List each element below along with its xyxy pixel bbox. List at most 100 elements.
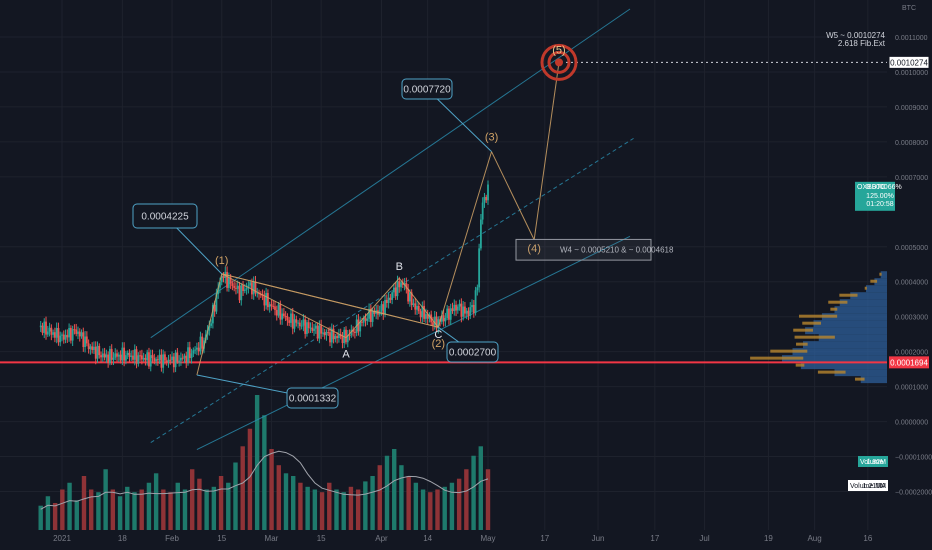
volume-profile-bar xyxy=(834,369,887,377)
candle-down xyxy=(364,317,367,321)
candle-up xyxy=(465,310,468,314)
candle-down xyxy=(233,286,236,288)
candle-down xyxy=(165,360,168,363)
volume-bar-up xyxy=(67,482,72,530)
volume-bar-up xyxy=(74,500,79,530)
candle-down xyxy=(284,315,287,317)
candle-down xyxy=(407,288,410,302)
candle-up xyxy=(456,306,459,311)
volume-ma-line xyxy=(40,450,489,510)
candle-down xyxy=(140,355,143,360)
correction-segment xyxy=(221,273,347,339)
candle-down xyxy=(116,353,118,357)
wave-segment xyxy=(437,151,493,328)
candle-up xyxy=(368,308,370,319)
candle-up xyxy=(396,281,399,297)
candle-down xyxy=(353,331,356,333)
candle-down xyxy=(128,352,131,357)
candle-down xyxy=(185,355,188,363)
candle-down xyxy=(242,285,244,292)
callout-box xyxy=(286,387,339,409)
correction-segment xyxy=(398,277,439,328)
volume-bar-up xyxy=(334,489,339,530)
badge-bg xyxy=(848,480,888,491)
candle-down xyxy=(94,346,97,359)
candle-down xyxy=(286,316,289,321)
candle-up xyxy=(192,350,195,354)
candle-down xyxy=(57,327,60,343)
volume-bar-down xyxy=(197,478,202,530)
candle-down xyxy=(267,293,269,308)
candle-down xyxy=(172,356,175,368)
channel-lower-line xyxy=(196,235,631,450)
callout-0-0002700[interactable]: 0.0002700 xyxy=(438,326,499,363)
candle-up xyxy=(403,283,406,285)
candle-down xyxy=(336,336,339,339)
candle-down xyxy=(103,353,106,358)
volume-profile-bar xyxy=(782,355,887,363)
volume-bar-down xyxy=(355,489,361,530)
candle-down xyxy=(467,310,470,316)
time-tick-label: 17 xyxy=(540,534,549,543)
candle-down xyxy=(382,304,385,315)
volume-bar-up xyxy=(117,496,123,530)
candle-up xyxy=(449,308,452,320)
callout-0-0007720[interactable]: 0.0007720 xyxy=(401,78,492,153)
candle-down xyxy=(274,306,276,310)
candle-down xyxy=(279,304,282,320)
time-tick-label: Mar xyxy=(265,534,279,543)
price-axis[interactable]: 0.0011000 0.0010000 0.0009000 0.0008000 0.00… xyxy=(895,35,932,497)
candle-up xyxy=(424,314,427,319)
badge-bg xyxy=(855,181,895,211)
candle-up xyxy=(440,315,443,322)
candle-up xyxy=(146,352,149,361)
time-tick-label: Feb xyxy=(165,534,179,543)
badge-bg xyxy=(889,356,929,369)
candle-down xyxy=(222,275,225,278)
w4-zone-box[interactable]: W4 ~ 0.0005210 & ~ 0.0004618 xyxy=(515,238,674,261)
time-axis[interactable]: 2021 18 Feb 15 Mar 15 Apr 14 May 17 Jun 17 Jul 19 Aug 1… xyxy=(53,534,873,543)
wave-segment xyxy=(491,151,535,240)
candle-up xyxy=(474,290,477,313)
volume-profile-bar xyxy=(805,327,887,335)
volume-profile-bar xyxy=(828,300,848,304)
candle-up xyxy=(281,313,283,320)
candle-up xyxy=(384,299,386,315)
candle-down xyxy=(62,334,65,340)
w5-target-marker[interactable] xyxy=(540,43,578,81)
volume-profile-bar xyxy=(770,349,808,353)
candle-down xyxy=(235,287,237,289)
candle-up xyxy=(313,328,315,331)
volume-bar-down xyxy=(428,492,433,530)
price-tick-label: 0.0005000 xyxy=(895,245,928,252)
volume-bar-up xyxy=(413,482,419,530)
candle-down xyxy=(78,331,81,337)
candle-up xyxy=(217,287,220,295)
candle-down xyxy=(298,322,301,327)
candle-up xyxy=(469,307,472,316)
candle-down xyxy=(311,327,314,331)
volume-profile-bar xyxy=(870,279,878,283)
price-tick-label: −0.0001000 xyxy=(895,455,932,462)
target-price-badge: 0.0010274 xyxy=(888,55,930,69)
candle-up xyxy=(180,357,182,361)
volume-profile-bar xyxy=(817,370,846,374)
volume-profile-bar xyxy=(813,320,887,328)
callout-0-0004225[interactable]: 0.0004225 xyxy=(132,203,223,275)
callout-0-0001332[interactable]: 0.0001332 xyxy=(196,374,339,409)
volume-bar-down xyxy=(269,449,274,530)
candle-up xyxy=(77,331,79,334)
candle-up xyxy=(483,196,486,203)
candle-up xyxy=(247,285,250,289)
volume-profile xyxy=(750,271,887,384)
price-tick-label: 0.0009000 xyxy=(895,105,928,112)
volume-bar-up xyxy=(420,489,426,530)
candle-down xyxy=(254,281,257,294)
change-percent: 125.00% xyxy=(866,193,894,200)
candle-down xyxy=(82,332,85,348)
volume-bars xyxy=(38,395,491,530)
candle-up xyxy=(249,282,252,286)
candle-down xyxy=(259,294,262,296)
candle-up xyxy=(416,305,418,310)
